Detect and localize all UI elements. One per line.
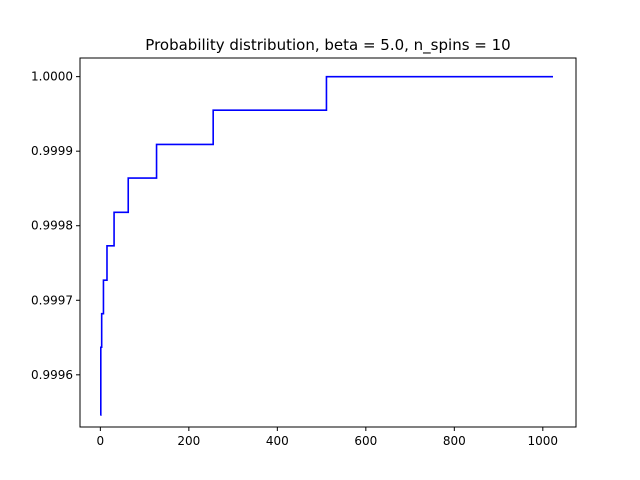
x-tick-label: 0 (97, 434, 105, 448)
chart-title: Probability distribution, beta = 5.0, n_… (145, 36, 510, 55)
y-axis: 0.9996 0.9997 0.9998 0.9999 1.0000 (31, 70, 80, 382)
x-axis: 0 200 400 600 800 1000 (97, 427, 559, 448)
y-tick-label: 0.9997 (31, 293, 73, 307)
x-tick-label: 400 (266, 434, 289, 448)
x-tick-label: 200 (177, 434, 200, 448)
y-tick-label: 0.9998 (31, 219, 73, 233)
y-tick-label: 1.0000 (31, 70, 73, 84)
x-tick-label: 800 (443, 434, 466, 448)
x-tick-label: 600 (354, 434, 377, 448)
y-tick-label: 0.9999 (31, 144, 73, 158)
y-tick-label: 0.9996 (31, 368, 73, 382)
plot-area (100, 75, 553, 416)
x-tick-label: 1000 (528, 434, 559, 448)
plot-frame (79, 57, 577, 428)
series-line-0 (100, 75, 553, 416)
